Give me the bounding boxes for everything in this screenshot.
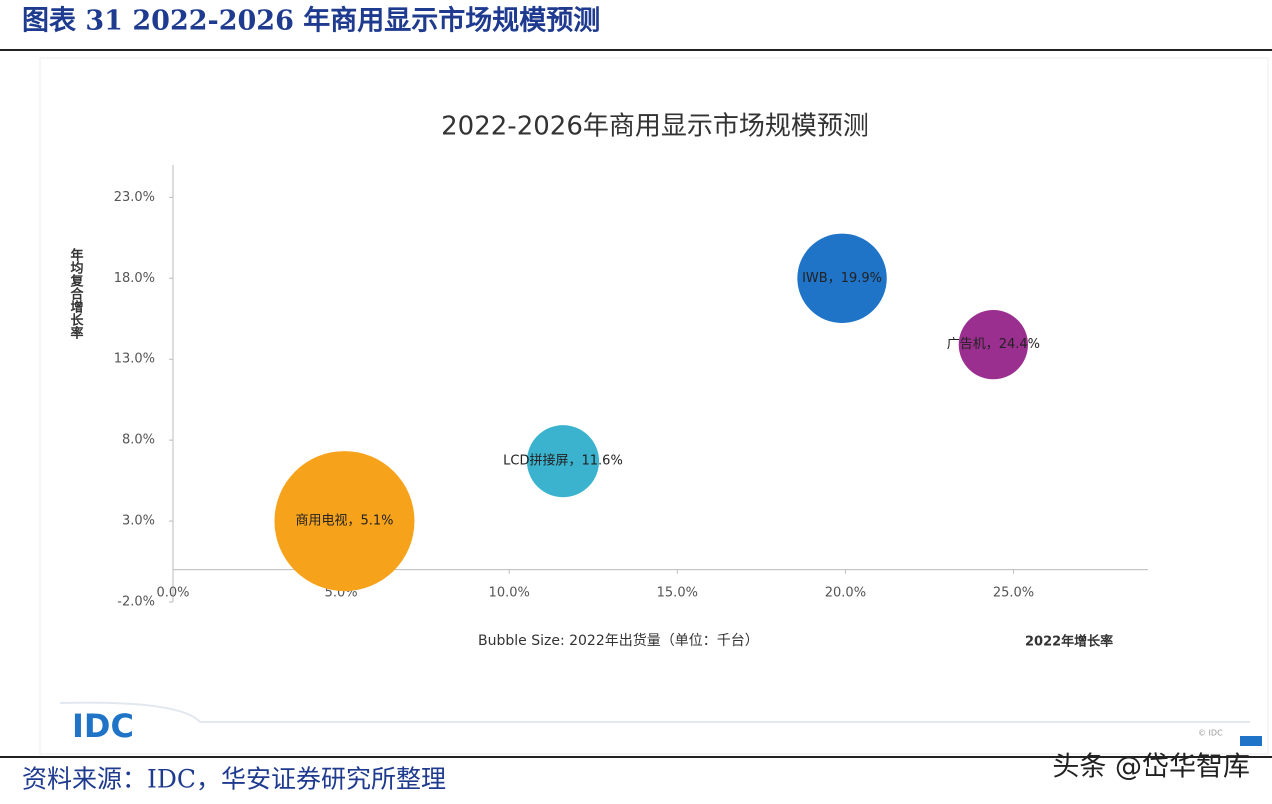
figure-title: 图表 31 2022-2026 年商用显示市场规模预测 <box>22 5 600 37</box>
size-note: Bubble Size: 2022年出货量（单位：千台） <box>478 632 759 649</box>
bubble-label: 商用电视，5.1% <box>295 514 393 529</box>
x-tick-label: 25.0% <box>993 586 1034 601</box>
x-tick-label: 15.0% <box>657 586 698 601</box>
bubble <box>526 425 600 498</box>
bubble <box>274 451 415 592</box>
y-axis-label: 年均复合增长率 <box>68 247 85 340</box>
idc-logo: IDC <box>72 707 134 745</box>
bubble-label: LCD拼接屏，11.6% <box>503 453 623 469</box>
x-axis-label: 2022年增长率 <box>1025 634 1113 650</box>
y-tick-label: -2.0% <box>117 595 155 610</box>
y-tick-label: 23.0% <box>114 190 155 205</box>
y-tick-label: 8.0% <box>122 433 155 448</box>
source: 资料来源：IDC，华安证券研究所整理 <box>22 765 446 794</box>
watermark: 头条 @岱华智库 <box>1052 752 1250 783</box>
copyright: © IDC <box>1198 729 1223 738</box>
bubble-label: IWB，19.9% <box>802 271 882 286</box>
footer-curve <box>59 701 1250 723</box>
bubble <box>958 310 1028 380</box>
chart-panel <box>39 57 1269 755</box>
corner-mark <box>1240 736 1262 746</box>
y-tick-label: 13.0% <box>114 352 155 367</box>
x-tick-label: 10.0% <box>489 586 530 601</box>
y-tick-label: 18.0% <box>114 271 155 286</box>
chart-title: 2022-2026年商用显示市场规模预测 <box>441 112 869 142</box>
y-tick-label: 3.0% <box>122 514 155 529</box>
x-tick-label: 0.0% <box>156 586 189 601</box>
bubble-label: 广告机，24.4% <box>947 337 1040 352</box>
plot: -2.0%3.0%8.0%13.0%18.0%23.0%0.0% 5.0% 10.0… <box>114 165 1148 610</box>
bubble <box>797 233 887 324</box>
x-tick-label: 20.0% <box>825 586 866 601</box>
